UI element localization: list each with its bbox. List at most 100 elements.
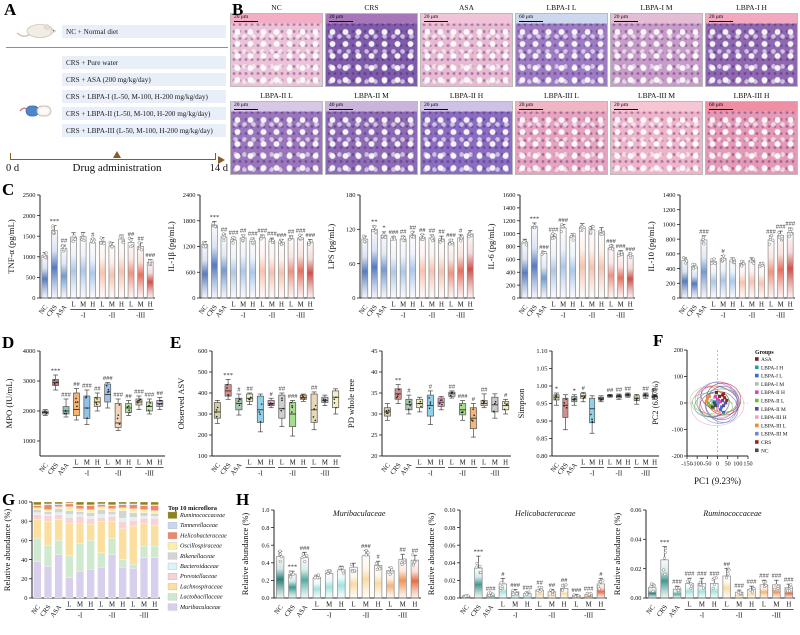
svg-text:Relative abundance (%): Relative abundance (%) xyxy=(612,513,622,596)
scale-bar: 20 μm xyxy=(519,102,543,110)
svg-text:M: M xyxy=(109,302,115,309)
svg-text:300: 300 xyxy=(198,411,208,418)
svg-text:###: ### xyxy=(288,393,299,400)
svg-text:L: L xyxy=(352,602,356,609)
svg-text:NC: NC xyxy=(358,304,370,316)
svg-text:L: L xyxy=(129,302,133,309)
svg-text:###: ### xyxy=(267,231,278,238)
svg-text:###: ### xyxy=(305,232,316,239)
svg-text:###: ### xyxy=(539,244,550,251)
svg-text:M: M xyxy=(616,460,622,467)
svg-text:-II: -II xyxy=(588,313,596,320)
svg-text:CRS: CRS xyxy=(656,604,670,619)
svg-text:ASA: ASA xyxy=(295,604,309,619)
svg-text:NC: NC xyxy=(550,462,562,474)
svg-text:500: 500 xyxy=(198,369,208,376)
histology-image: 20 μm xyxy=(610,101,703,175)
divider-line xyxy=(6,47,228,48)
svg-text:M: M xyxy=(549,602,555,609)
svg-text:NC: NC xyxy=(761,448,769,454)
timeline-axis xyxy=(10,159,216,160)
svg-text:L: L xyxy=(420,302,424,309)
svg-text:###: ### xyxy=(277,232,288,239)
svg-text:-II: -II xyxy=(268,313,276,320)
svg-text:0: 0 xyxy=(716,461,719,468)
svg-text:1200: 1200 xyxy=(663,207,676,214)
lps-chart: 0 60 120 180 LPS (pg/mL) ** * ### ## ## ## ## ## ### #… xyxy=(326,184,478,335)
svg-text:0.90: 0.90 xyxy=(536,418,547,425)
histology-label: NC xyxy=(271,3,282,12)
svg-text:0.8: 0.8 xyxy=(262,525,270,532)
histology-image: 20 μm xyxy=(325,13,418,87)
svg-text:##: ## xyxy=(399,547,406,554)
svg-text:***: *** xyxy=(288,564,298,571)
svg-text:*: * xyxy=(573,387,576,394)
svg-text:L: L xyxy=(106,460,110,467)
svg-text:H: H xyxy=(250,302,255,309)
svg-text:0: 0 xyxy=(192,295,195,302)
svg-text:M: M xyxy=(257,460,263,467)
svg-text:L: L xyxy=(635,460,639,467)
svg-text:M: M xyxy=(109,602,115,609)
svg-text:Helicobacteraceae: Helicobacteraceae xyxy=(179,532,227,539)
svg-text:Muribaculaceae: Muribaculaceae xyxy=(332,509,386,518)
svg-text:M: M xyxy=(512,602,518,609)
svg-text:H: H xyxy=(562,602,567,609)
scale-bar: 60 μm xyxy=(519,14,543,22)
svg-text:L: L xyxy=(581,460,585,467)
svg-text:#: # xyxy=(237,387,241,394)
svg-text:Relative abundance (%): Relative abundance (%) xyxy=(426,513,436,596)
svg-text:###: ### xyxy=(296,227,307,234)
svg-text:L: L xyxy=(289,302,293,309)
bars xyxy=(361,224,474,299)
svg-text:H: H xyxy=(471,460,476,467)
stacked-abundance-chart: 0 20 40 60 80 100 Relative abundance (%) NC CRS A… xyxy=(2,496,236,635)
histology-image: 40 μm xyxy=(325,101,418,175)
boxes xyxy=(383,384,510,438)
svg-text:ASA: ASA xyxy=(49,604,63,619)
svg-text:1400: 1400 xyxy=(503,205,516,212)
svg-text:0.06: 0.06 xyxy=(444,542,455,549)
histology-image: 20 μm xyxy=(230,101,323,175)
svg-text:Lachnospiraceae: Lachnospiraceae xyxy=(179,583,223,590)
svg-text:L: L xyxy=(67,602,71,609)
svg-text:H: H xyxy=(120,602,125,609)
svg-text:###: ### xyxy=(785,220,796,227)
histology-cell-lbpa-ii-m: LBPA-II M 40 μm xyxy=(325,91,418,177)
svg-text:###: ### xyxy=(766,228,777,235)
svg-text:###: ### xyxy=(549,226,560,233)
svg-text:200: 200 xyxy=(198,432,208,439)
ruminococcaceae-chart: 0.00 0.02 0.04 0.06 Relative abundance (%) Ru… xyxy=(612,496,798,635)
svg-text:M: M xyxy=(773,602,779,609)
svg-text:L: L xyxy=(315,602,319,609)
group-row-lbpa3: CRS + LBPA-III (L-50, M-100, H-200 mg/kg… xyxy=(62,124,226,137)
svg-text:###: ### xyxy=(572,587,583,594)
svg-text:#: # xyxy=(599,571,603,578)
svg-text:H: H xyxy=(503,460,508,467)
svg-text:Tannerellaceae: Tannerellaceae xyxy=(180,522,218,529)
svg-text:1000: 1000 xyxy=(23,254,36,261)
histology-image: 20 μm xyxy=(515,101,608,175)
svg-text:NC: NC xyxy=(38,462,50,474)
group-label: CRS + Pure water xyxy=(66,58,119,67)
svg-text:1400: 1400 xyxy=(663,192,676,199)
svg-text:M: M xyxy=(560,302,566,309)
svg-text:LBPA-II M: LBPA-II M xyxy=(761,407,786,413)
svg-text:H: H xyxy=(598,602,603,609)
svg-text:-II: -II xyxy=(289,471,297,478)
svg-text:###: ### xyxy=(229,230,240,237)
svg-text:##: ## xyxy=(561,577,568,584)
svg-text:-II: -II xyxy=(736,613,744,620)
svg-text:###: ### xyxy=(134,389,145,396)
svg-text:NC: NC xyxy=(273,604,285,616)
svg-text:200: 200 xyxy=(666,280,676,287)
histology-cell-asa: ASA 20 μm xyxy=(420,3,513,89)
svg-text:L: L xyxy=(687,602,691,609)
svg-text:ASA: ASA xyxy=(57,462,71,477)
svg-text:NC: NC xyxy=(198,304,210,316)
svg-text:ASA: ASA xyxy=(695,304,709,319)
svg-text:###: ### xyxy=(772,573,783,580)
